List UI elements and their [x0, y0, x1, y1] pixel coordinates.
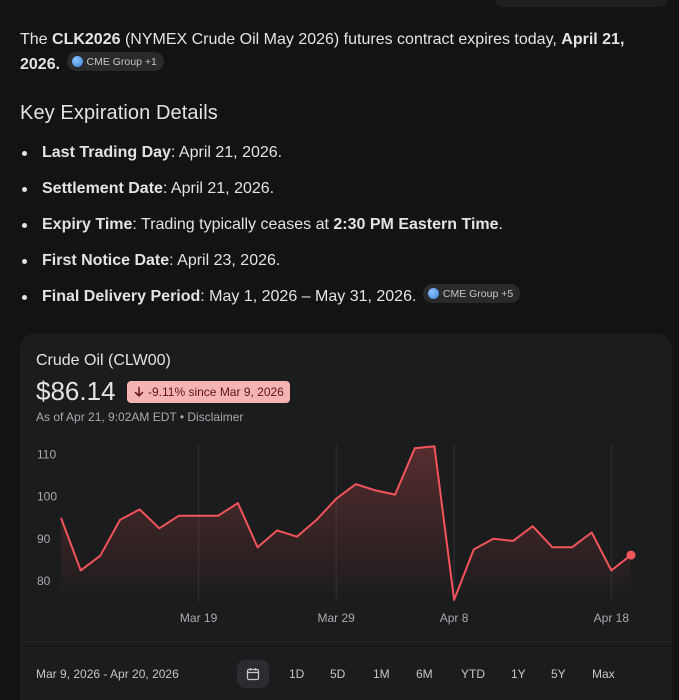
period-5y[interactable]: 5Y — [551, 667, 566, 681]
bullet-icon — [22, 223, 27, 228]
x-tick-label: Mar 29 — [317, 611, 355, 625]
source-chip[interactable]: CME Group +5 — [422, 284, 521, 303]
detail-label: Expiry Time — [42, 216, 133, 233]
y-tick-label: 90 — [37, 532, 51, 546]
period-5d[interactable]: 5D — [330, 667, 346, 681]
y-tick-label: 110 — [37, 448, 56, 462]
detail-tail: . — [498, 216, 503, 233]
globe-icon — [71, 56, 83, 67]
detail-value: : May 1, 2026 – May 31, 2026. — [200, 288, 417, 305]
source-chip[interactable]: CME Group +1 — [66, 52, 164, 71]
section-title: Key Expiration Details — [20, 102, 218, 124]
expiry-time: 2:30 PM Eastern Time — [333, 216, 499, 233]
top-pill — [494, 0, 668, 7]
intro-text-mid: (NYMEX Crude Oil May 2026) futures contr… — [120, 31, 562, 48]
intro-paragraph: The CLK2026 (NYMEX Crude Oil May 2026) f… — [20, 28, 660, 77]
x-tick-label: Apr 8 — [440, 611, 469, 625]
details-list: Last Trading Day: April 21, 2026. Settle… — [20, 140, 521, 320]
bullet-icon — [22, 295, 27, 300]
list-item: Settlement Date: April 21, 2026. — [20, 176, 520, 212]
change-badge: -9.11% since Mar 9, 2026 — [127, 381, 290, 403]
list-item: First Notice Date: April 23, 2026. — [20, 248, 520, 284]
calendar-button[interactable] — [237, 660, 269, 688]
source-chip-label: CME Group +5 — [442, 287, 514, 300]
period-ytd[interactable]: YTD — [461, 667, 485, 681]
x-tick-label: Apr 18 — [594, 611, 630, 625]
globe-icon — [427, 288, 439, 299]
bullet-icon — [22, 259, 27, 264]
change-text: -9.11% since Mar 9, 2026 — [148, 385, 284, 399]
calendar-icon — [246, 668, 260, 681]
detail-value: : April 21, 2026. — [170, 144, 283, 161]
chart-footer: Mar 9, 2026 - Apr 20, 2026 1D 5D 1M 6M Y… — [20, 641, 672, 700]
list-item: Final Delivery Period: May 1, 2026 – May… — [20, 284, 521, 320]
period-1d[interactable]: 1D — [289, 667, 305, 681]
detail-value: : April 23, 2026. — [169, 252, 281, 269]
price-chart[interactable]: 110 100 90 80 Mar 19 Mar 29 Apr 8 Apr 18 — [20, 442, 672, 634]
ticker-symbol: CLK2026 — [52, 31, 121, 48]
detail-value: : Trading typically ceases at — [132, 216, 334, 233]
y-tick-label: 80 — [37, 574, 51, 588]
detail-label: First Notice Date — [42, 252, 170, 269]
list-item: Last Trading Day: April 21, 2026. — [20, 140, 520, 176]
period-1m[interactable]: 1M — [373, 667, 390, 681]
period-max[interactable]: Max — [592, 667, 615, 681]
disclaimer-link[interactable]: Disclaimer — [187, 410, 244, 424]
expiry-date: April 21, 2026. — [20, 31, 625, 73]
y-tick-label: 100 — [37, 490, 57, 504]
card-title: Crude Oil (CLW00) — [36, 352, 171, 369]
as-of-text: As of Apr 21, 9:02AM EDT • Disclaimer — [36, 410, 244, 424]
bullet-icon — [22, 187, 27, 192]
arrow-down-icon — [134, 386, 144, 397]
bullet-icon — [22, 151, 27, 156]
detail-value: : April 21, 2026. — [162, 180, 275, 197]
source-chip-label: CME Group +1 — [86, 55, 157, 68]
x-tick-label: Mar 19 — [180, 611, 218, 625]
detail-label: Settlement Date — [42, 180, 163, 197]
date-range: Mar 9, 2026 - Apr 20, 2026 — [36, 667, 179, 681]
detail-label: Last Trading Day — [42, 144, 171, 161]
price-area — [61, 446, 631, 602]
period-6m[interactable]: 6M — [416, 667, 433, 681]
detail-label: Final Delivery Period — [42, 288, 201, 305]
last-price-marker — [626, 550, 636, 560]
stock-card: Crude Oil (CLW00) $86.14 -9.11% since Ma… — [20, 334, 672, 700]
price-line — [60, 445, 632, 601]
list-item: Expiry Time: Trading typically ceases at… — [20, 212, 520, 248]
intro-text: The — [20, 31, 53, 48]
price-value: $86.14 — [36, 376, 116, 406]
period-1y[interactable]: 1Y — [511, 667, 526, 681]
